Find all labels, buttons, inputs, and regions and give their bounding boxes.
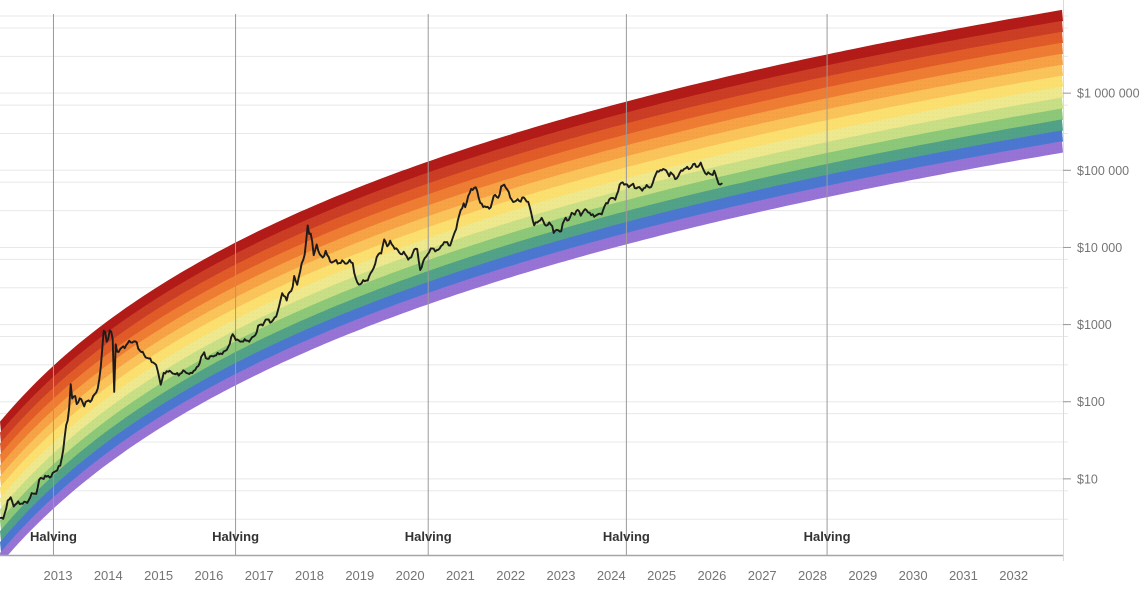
rainbow-bands (0, 9, 1063, 555)
halving-label: Halving (804, 529, 851, 544)
btc-price-line (0, 161, 723, 520)
axis-lines (0, 0, 1071, 561)
halving-label: Halving (30, 529, 77, 544)
year-label: 2024 (597, 568, 626, 583)
x-axis-labels: 2013 2014 2015 2016 2017 2018 2019 2020 2021 2022… (44, 568, 1029, 583)
year-label: 2020 (396, 568, 425, 583)
year-label: 2029 (848, 568, 877, 583)
price-axis-label: $100 000 (1077, 164, 1129, 178)
year-label: 2028 (798, 568, 827, 583)
halving-label: Halving (405, 529, 452, 544)
year-label: 2022 (496, 568, 525, 583)
year-label: 2013 (44, 568, 73, 583)
year-label: 2021 (446, 568, 475, 583)
halving-labels: Halving Halving Halving Halving Halving (30, 529, 851, 544)
price-axis-label: $100 (1077, 395, 1105, 409)
year-label: 2014 (94, 568, 123, 583)
year-label: 2015 (144, 568, 173, 583)
year-label: 2026 (697, 568, 726, 583)
price-axis-label: $10 (1077, 472, 1098, 486)
halving-lines (52, 14, 828, 555)
rainbow-texture (0, 9, 1063, 555)
year-label: 2025 (647, 568, 676, 583)
halving-label: Halving (212, 529, 259, 544)
year-label: 2031 (949, 568, 978, 583)
year-label: 2017 (245, 568, 274, 583)
price-axis-label: $10 000 (1077, 241, 1122, 255)
btc-price-series (0, 161, 723, 520)
year-label: 2032 (999, 568, 1028, 583)
year-label: 2030 (899, 568, 928, 583)
price-axis-label: $1000 (1077, 318, 1112, 332)
y-axis-labels: $1 000 000 $100 000 $10 000 $1000 $100 $10 (1077, 87, 1140, 487)
year-label: 2023 (547, 568, 576, 583)
year-label: 2019 (345, 568, 374, 583)
halving-label: Halving (603, 529, 650, 544)
price-axis-label: $1 000 000 (1077, 87, 1140, 101)
year-label: 2016 (194, 568, 223, 583)
year-label: 2027 (748, 568, 777, 583)
year-label: 2018 (295, 568, 324, 583)
